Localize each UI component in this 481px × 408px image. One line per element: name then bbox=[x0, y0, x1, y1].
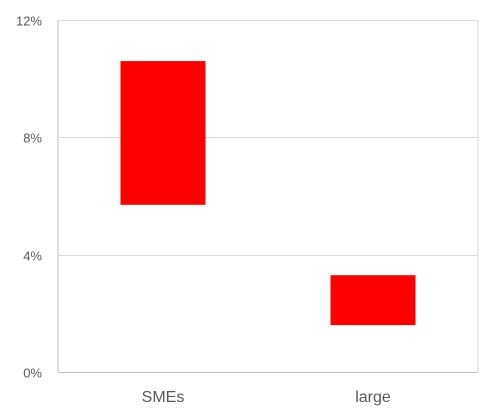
range-bars bbox=[120, 61, 416, 326]
y-tick-label: 12% bbox=[16, 14, 42, 29]
plot-area bbox=[57, 20, 479, 372]
range-bar-smes bbox=[120, 61, 206, 205]
y-tick-label: 0% bbox=[23, 366, 42, 381]
y-axis-tick-labels: 0% 4% 8% 12% bbox=[16, 14, 42, 381]
x-axis-category-labels: SMEs large bbox=[142, 389, 391, 406]
y-tick-label: 4% bbox=[23, 249, 42, 264]
y-tick-label: 8% bbox=[23, 131, 42, 146]
x-category-label: SMEs bbox=[142, 389, 185, 406]
x-category-label: large bbox=[355, 389, 391, 406]
range-bar-large bbox=[330, 275, 416, 326]
